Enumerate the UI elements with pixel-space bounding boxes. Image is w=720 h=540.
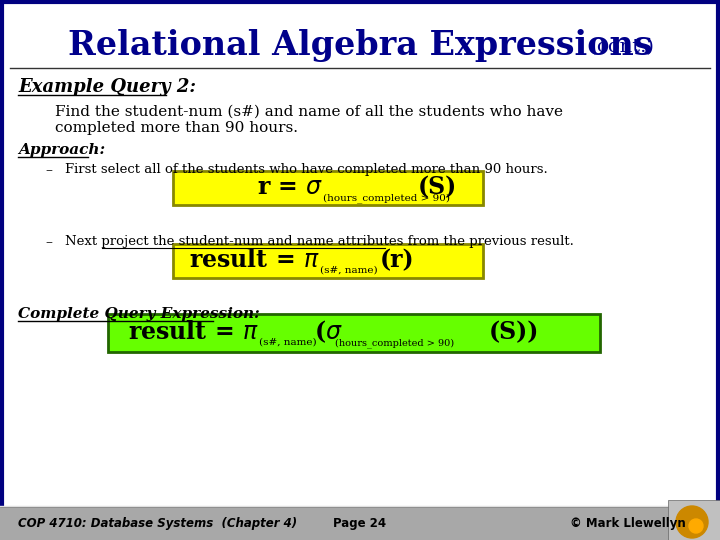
Text: Complete Query Expression:: Complete Query Expression: xyxy=(18,307,260,321)
Circle shape xyxy=(689,519,703,533)
Text: Example Query 2:: Example Query 2: xyxy=(18,78,196,96)
Text: Approach:: Approach: xyxy=(18,143,105,157)
Text: (hours_completed > 90): (hours_completed > 90) xyxy=(323,193,450,203)
Text: completed more than 90 hours.: completed more than 90 hours. xyxy=(55,121,298,135)
FancyBboxPatch shape xyxy=(0,506,720,540)
Text: –: – xyxy=(45,235,52,249)
Text: r = $\sigma$: r = $\sigma$ xyxy=(257,175,323,199)
Text: (cont.): (cont.) xyxy=(583,38,654,56)
Text: Page 24: Page 24 xyxy=(333,516,387,530)
Text: Next project the student-num and name attributes from the previous result.: Next project the student-num and name at… xyxy=(65,235,574,248)
Circle shape xyxy=(676,506,708,538)
FancyBboxPatch shape xyxy=(668,500,720,540)
FancyBboxPatch shape xyxy=(173,171,483,205)
Text: result = $\pi$: result = $\pi$ xyxy=(128,320,259,344)
Text: First select all of the students who have completed more than 90 hours.: First select all of the students who hav… xyxy=(65,164,548,177)
Text: –: – xyxy=(45,163,52,177)
Text: (s#, name): (s#, name) xyxy=(259,338,317,347)
Text: Relational Algebra Expressions: Relational Algebra Expressions xyxy=(68,29,652,62)
Text: ($\sigma$: ($\sigma$ xyxy=(314,319,343,345)
Text: (hours_completed > 90): (hours_completed > 90) xyxy=(335,338,454,348)
Text: result = $\pi$: result = $\pi$ xyxy=(189,248,320,272)
Text: Find the student-num (s#) and name of all the students who have: Find the student-num (s#) and name of al… xyxy=(55,105,563,119)
Text: (S)): (S)) xyxy=(489,320,539,344)
Text: (s#, name): (s#, name) xyxy=(320,266,377,275)
FancyBboxPatch shape xyxy=(173,244,483,278)
Text: COP 4710: Database Systems  (Chapter 4): COP 4710: Database Systems (Chapter 4) xyxy=(18,516,297,530)
Text: (S): (S) xyxy=(418,175,457,199)
Text: (r): (r) xyxy=(380,248,415,272)
Text: © Mark Llewellyn: © Mark Llewellyn xyxy=(570,516,685,530)
FancyBboxPatch shape xyxy=(108,314,600,352)
